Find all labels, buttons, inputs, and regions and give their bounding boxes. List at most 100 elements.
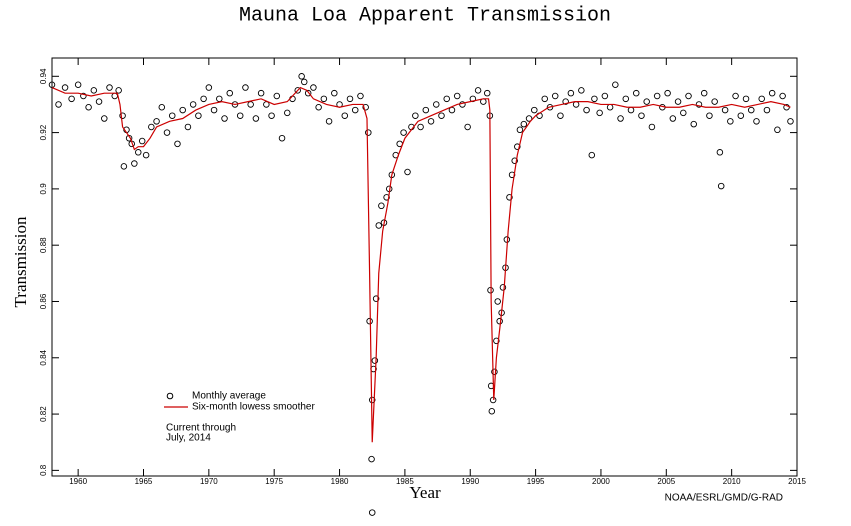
data-point xyxy=(268,112,275,119)
data-point xyxy=(664,89,671,97)
data-point xyxy=(131,160,138,167)
data-point xyxy=(142,151,150,159)
data-point xyxy=(168,112,176,119)
data-point xyxy=(417,123,424,131)
data-point xyxy=(68,95,75,103)
legend-label: Six-month lowess smoother xyxy=(192,402,315,413)
data-point xyxy=(496,317,503,325)
x-tick-label: 1995 xyxy=(527,477,545,486)
x-tick-label: 1970 xyxy=(200,477,218,486)
data-point xyxy=(48,81,56,88)
data-point xyxy=(153,118,160,125)
data-point xyxy=(438,112,445,119)
data-point xyxy=(273,92,281,100)
x-tick-label: 1975 xyxy=(265,477,283,486)
data-point xyxy=(717,182,725,190)
y-tick-label: 0.94 xyxy=(39,68,48,84)
data-point xyxy=(106,84,113,91)
data-point xyxy=(596,109,603,117)
annotation: July, 2014 xyxy=(166,433,211,444)
data-point xyxy=(138,137,146,145)
data-point xyxy=(375,222,383,229)
data-point xyxy=(135,149,142,156)
source: NOAA/ESRL/GMD/G-RAD xyxy=(665,493,783,504)
data-point xyxy=(368,455,375,463)
data-point xyxy=(489,396,497,404)
data-point xyxy=(252,115,260,122)
data-point xyxy=(779,92,786,100)
x-tick-label: 2000 xyxy=(592,477,610,486)
data-point xyxy=(572,101,580,108)
data-point xyxy=(74,81,82,88)
data-point xyxy=(61,84,69,91)
y-tick-label: 0.92 xyxy=(39,124,48,140)
x-tick-label: 1985 xyxy=(396,477,414,486)
data-point xyxy=(111,92,118,100)
data-point xyxy=(758,95,765,103)
y-tick-label: 0.8 xyxy=(39,464,48,476)
data-point xyxy=(351,106,359,114)
data-point xyxy=(567,89,575,97)
data-point xyxy=(95,98,103,105)
data-point xyxy=(189,101,197,108)
data-point xyxy=(210,106,218,114)
data-point xyxy=(383,194,390,201)
data-point xyxy=(368,509,376,516)
data-point xyxy=(721,106,729,114)
legend-label: Monthly average xyxy=(192,391,266,402)
y-axis-label: Transmission xyxy=(11,216,30,308)
data-point xyxy=(653,92,661,100)
data-point xyxy=(320,95,328,103)
data-point xyxy=(371,357,379,364)
data-point xyxy=(315,104,322,111)
data-point xyxy=(298,73,305,80)
data-point xyxy=(716,149,724,156)
data-point xyxy=(85,104,92,111)
data-point xyxy=(422,106,430,114)
data-point xyxy=(366,317,373,325)
annotation: Current through xyxy=(166,423,236,434)
data-point xyxy=(195,112,202,119)
data-point xyxy=(680,109,687,117)
smoother-line xyxy=(51,86,791,443)
data-point xyxy=(365,129,372,136)
data-point xyxy=(331,89,338,97)
data-point xyxy=(583,106,590,114)
data-point xyxy=(412,112,419,119)
data-point xyxy=(546,104,554,111)
data-point xyxy=(119,112,126,119)
data-point xyxy=(400,129,407,136)
data-point xyxy=(278,134,286,142)
data-point xyxy=(700,89,708,97)
data-point xyxy=(591,95,598,103)
data-point xyxy=(541,95,548,103)
data-point xyxy=(617,115,624,122)
data-point xyxy=(763,106,771,114)
data-point xyxy=(706,112,713,119)
data-point xyxy=(768,89,776,97)
data-point xyxy=(557,112,564,119)
y-tick-label: 0.82 xyxy=(39,406,48,422)
data-point xyxy=(242,84,249,91)
y-tick-label: 0.84 xyxy=(39,349,48,365)
data-point xyxy=(257,89,265,97)
data-point xyxy=(443,95,450,103)
x-tick-label: 2015 xyxy=(788,477,806,486)
data-point xyxy=(115,87,122,94)
data-point xyxy=(562,98,569,105)
data-point xyxy=(163,129,171,136)
data-point xyxy=(372,295,380,302)
data-point xyxy=(493,337,500,345)
data-point xyxy=(732,92,739,100)
data-point xyxy=(638,112,645,119)
data-point xyxy=(727,118,734,125)
data-point xyxy=(690,120,697,128)
data-point xyxy=(483,89,491,97)
data-point xyxy=(433,101,440,108)
data-point xyxy=(90,87,98,94)
data-point xyxy=(247,101,254,108)
plot-frame xyxy=(51,57,798,477)
data-point xyxy=(601,92,609,100)
y-tick-label: 0.88 xyxy=(39,237,48,253)
data-point xyxy=(753,118,760,125)
